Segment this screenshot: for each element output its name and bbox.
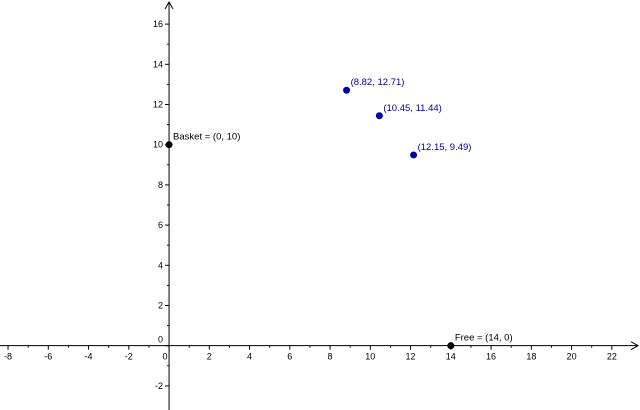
x-axis-arrow [630, 341, 640, 351]
y-tick-label: 8 [158, 180, 163, 190]
x-tick-label: -6 [44, 352, 52, 362]
data-point[interactable] [375, 112, 383, 120]
point-label: (8.82, 12.71) [351, 77, 405, 88]
data-point[interactable] [343, 86, 351, 94]
x-tick-label: 18 [526, 352, 536, 362]
y-tick-label: 4 [158, 260, 163, 270]
data-point[interactable] [165, 141, 173, 149]
y-tick-label: 0 [158, 335, 163, 345]
y-tick-label: 14 [153, 59, 163, 69]
data-point[interactable] [447, 342, 455, 350]
y-tick-label: 12 [153, 100, 163, 110]
point-label: (10.45, 11.44) [383, 103, 441, 114]
x-tick-label: -4 [85, 352, 93, 362]
x-tick-label: 22 [607, 352, 617, 362]
x-tick-label: 8 [328, 352, 333, 362]
x-tick-label: 2 [207, 352, 212, 362]
y-tick-label: 2 [158, 300, 163, 310]
tick-marks: -8 -6 -4 -2 0 2 4 6 8 10 12 14 16 18 20 22 -2 0 2 4 6 8 10 12 14… [4, 19, 617, 391]
x-tick-label: -2 [125, 352, 133, 362]
point-label: Basket = (0, 10) [173, 132, 240, 143]
y-tick-label: 10 [153, 140, 163, 150]
point-label: Free = (14, 0) [455, 333, 513, 344]
y-tick-label: 16 [153, 19, 163, 29]
x-tick-label: 20 [567, 352, 577, 362]
x-tick-label: 10 [365, 352, 375, 362]
points: Basket = (0, 10) Free = (14, 0) (8.82, 12.… [165, 77, 513, 350]
x-tick-label: 6 [287, 352, 292, 362]
x-tick-label: 16 [486, 352, 496, 362]
y-tick-label: -2 [155, 381, 163, 391]
x-tick-label: 14 [446, 352, 456, 362]
x-tick-label: 4 [247, 352, 252, 362]
x-tick-label: 12 [406, 352, 416, 362]
data-point[interactable] [410, 151, 418, 159]
y-tick-label: 6 [158, 220, 163, 230]
x-tick-label: -8 [4, 352, 12, 362]
x-tick-label: 0 [163, 352, 168, 362]
y-axis-arrow [164, 0, 174, 10]
point-label: (12.15, 9.49) [418, 142, 472, 153]
